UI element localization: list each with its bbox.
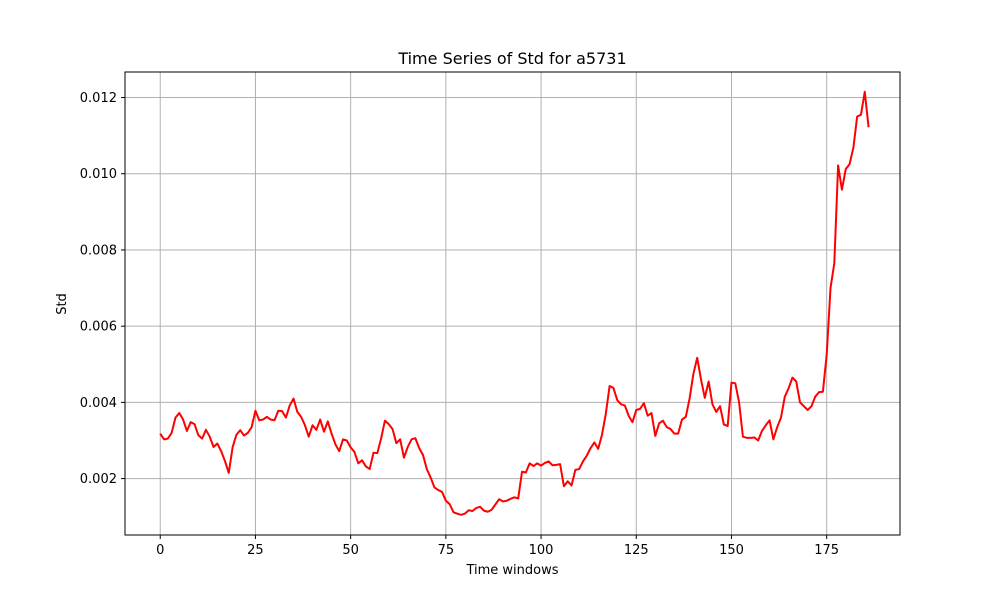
y-tick-label: 0.004	[80, 396, 117, 411]
y-axis: 0.002 0.004 0.006 0.008 0.010 0.012	[80, 91, 125, 487]
x-axis: 0 25 50 75 100 125 150 175	[156, 535, 839, 558]
x-tick-label: 125	[624, 543, 649, 558]
y-tick-label: 0.006	[80, 320, 117, 335]
chart-title: Time Series of Std for a5731	[397, 49, 626, 68]
y-tick-label: 0.010	[80, 167, 117, 182]
x-tick-label: 100	[529, 543, 554, 558]
x-tick-label: 0	[156, 543, 164, 558]
grid-lines	[125, 72, 900, 535]
x-tick-label: 175	[814, 543, 839, 558]
y-axis-label: Std	[55, 293, 70, 315]
y-tick-label: 0.002	[80, 472, 117, 487]
x-tick-label: 150	[719, 543, 744, 558]
y-tick-label: 0.012	[80, 91, 117, 106]
y-tick-label: 0.008	[80, 243, 117, 258]
x-tick-label: 25	[247, 543, 264, 558]
x-tick-label: 50	[342, 543, 359, 558]
x-tick-label: 75	[438, 543, 455, 558]
plot-area-frame	[124, 71, 901, 536]
series-line	[159, 90, 870, 516]
series-layer	[159, 90, 870, 516]
x-axis-label: Time windows	[465, 563, 558, 578]
